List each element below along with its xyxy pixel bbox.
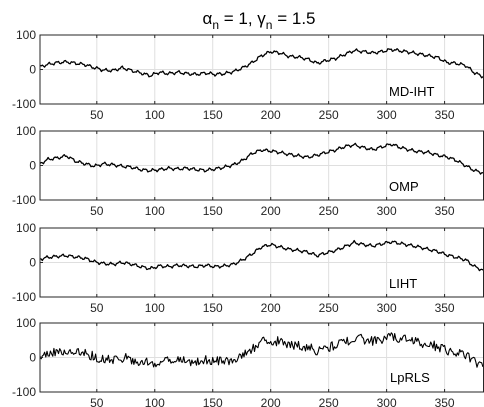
x-tick-label: 350 bbox=[435, 396, 455, 407]
x-tick-label: 300 bbox=[377, 396, 397, 407]
x-tick-label: 250 bbox=[319, 301, 339, 315]
series-line-omp bbox=[39, 142, 484, 175]
series-line-md-iht bbox=[39, 48, 484, 79]
series-line-lprls bbox=[39, 332, 484, 368]
x-tick-label: 350 bbox=[435, 108, 455, 122]
y-tick-label: -100 bbox=[12, 290, 36, 304]
panel-label: LIHT bbox=[389, 276, 417, 291]
x-tick-label: 200 bbox=[261, 204, 281, 218]
title-alpha-subscript: n bbox=[212, 18, 219, 32]
x-tick-label: 50 bbox=[90, 204, 104, 218]
y-tick-label: -100 bbox=[12, 385, 36, 399]
x-tick-label: 150 bbox=[203, 301, 223, 315]
subplot-md-iht: 50 100 150 200 250 300 350 -100 0 100 MD-IHT bbox=[12, 28, 484, 122]
x-tick-label: 50 bbox=[90, 301, 104, 315]
x-tick-label: 300 bbox=[377, 204, 397, 218]
panel-label: MD-IHT bbox=[389, 84, 435, 99]
title-alpha-value: = 1, bbox=[219, 9, 257, 28]
x-tick-label: 300 bbox=[377, 108, 397, 122]
y-tick-label: 100 bbox=[16, 316, 36, 330]
x-tick-label: 100 bbox=[145, 204, 165, 218]
subplot-lprls: 50 100 150 200 250 300 350 -100 0 100 LpRLS bbox=[12, 316, 484, 407]
y-tick-label: 100 bbox=[16, 124, 36, 138]
x-tick-label: 250 bbox=[319, 204, 339, 218]
subplot-stack: 50 100 150 200 250 300 350 -100 0 100 MD-IHT 50 100 1… bbox=[12, 28, 484, 407]
y-tick-label: -100 bbox=[12, 97, 36, 111]
y-tick-label: -100 bbox=[12, 193, 36, 207]
y-tick-label: 100 bbox=[16, 221, 36, 235]
x-tick-label: 50 bbox=[90, 396, 104, 407]
x-tick-label: 350 bbox=[435, 301, 455, 315]
x-tick-label: 350 bbox=[435, 204, 455, 218]
x-tick-label: 200 bbox=[261, 301, 281, 315]
figure-title: αn = 1, γn = 1.5 bbox=[203, 9, 316, 32]
y-tick-label: 0 bbox=[29, 159, 36, 173]
y-tick-label: 0 bbox=[29, 63, 36, 77]
y-tick-label: 0 bbox=[29, 351, 36, 365]
x-tick-label: 150 bbox=[203, 396, 223, 407]
x-tick-label: 50 bbox=[90, 108, 104, 122]
x-tick-label: 100 bbox=[145, 396, 165, 407]
panel-label: LpRLS bbox=[390, 370, 430, 385]
x-tick-label: 150 bbox=[203, 108, 223, 122]
x-tick-label: 200 bbox=[261, 108, 281, 122]
x-tick-label: 300 bbox=[377, 301, 397, 315]
subplot-liht: 50 100 150 200 250 300 350 -100 0 100 LIHT bbox=[12, 221, 484, 315]
x-tick-label: 250 bbox=[319, 396, 339, 407]
title-gamma-symbol: γ bbox=[257, 9, 266, 28]
y-tick-label: 100 bbox=[16, 28, 36, 42]
title-gamma-value: = 1.5 bbox=[272, 9, 315, 28]
title-alpha-symbol: α bbox=[203, 9, 213, 28]
series-line-liht bbox=[39, 239, 484, 272]
y-tick-label: 0 bbox=[29, 256, 36, 270]
x-tick-label: 100 bbox=[145, 301, 165, 315]
x-tick-label: 200 bbox=[261, 396, 281, 407]
title-gamma-subscript: n bbox=[266, 18, 273, 32]
x-tick-label: 100 bbox=[145, 108, 165, 122]
panel-label: OMP bbox=[389, 179, 419, 194]
subplot-omp: 50 100 150 200 250 300 350 -100 0 100 OMP bbox=[12, 124, 484, 218]
x-tick-label: 250 bbox=[319, 108, 339, 122]
x-tick-label: 150 bbox=[203, 204, 223, 218]
